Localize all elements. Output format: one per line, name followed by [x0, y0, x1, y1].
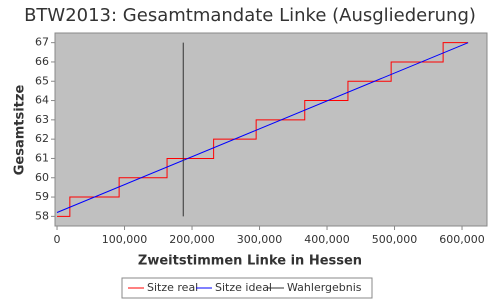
legend-label: Wahlergebnis — [287, 281, 362, 294]
x-axis-label: Zweitstimmen Linke in Hessen — [138, 254, 362, 269]
y-tick-label: 62 — [35, 132, 49, 145]
legend-label: Sitze real — [147, 281, 198, 294]
y-tick-label: 59 — [35, 190, 49, 203]
x-tick-label: 200,000 — [169, 233, 215, 246]
legend — [121, 277, 373, 299]
x-tick-label: 100,000 — [102, 233, 148, 246]
y-tick-label: 63 — [35, 113, 49, 126]
y-tick-label: 58 — [35, 209, 49, 222]
x-tick-label: 500,000 — [372, 233, 418, 246]
x-tick-label: 300,000 — [237, 233, 283, 246]
chart-title: BTW2013: Gesamtmandate Linke (Ausglieder… — [24, 5, 476, 26]
y-tick-label: 67 — [35, 36, 49, 49]
y-tick-label: 60 — [35, 171, 49, 184]
legend-label: Sitze ideal — [215, 281, 272, 294]
x-tick-label: 400,000 — [304, 233, 350, 246]
x-tick-label: 600,000 — [439, 233, 485, 246]
y-tick-label: 64 — [35, 94, 49, 107]
y-tick-label: 66 — [35, 55, 49, 68]
x-tick-label: 0 — [54, 233, 61, 246]
series-line — [56, 42, 469, 213]
plot-area — [54, 32, 488, 227]
series-line — [57, 42, 469, 217]
y-tick-label: 61 — [35, 151, 49, 164]
y-tick-label: 65 — [35, 74, 49, 87]
y-axis-label: Gesamtsitze — [13, 85, 28, 176]
